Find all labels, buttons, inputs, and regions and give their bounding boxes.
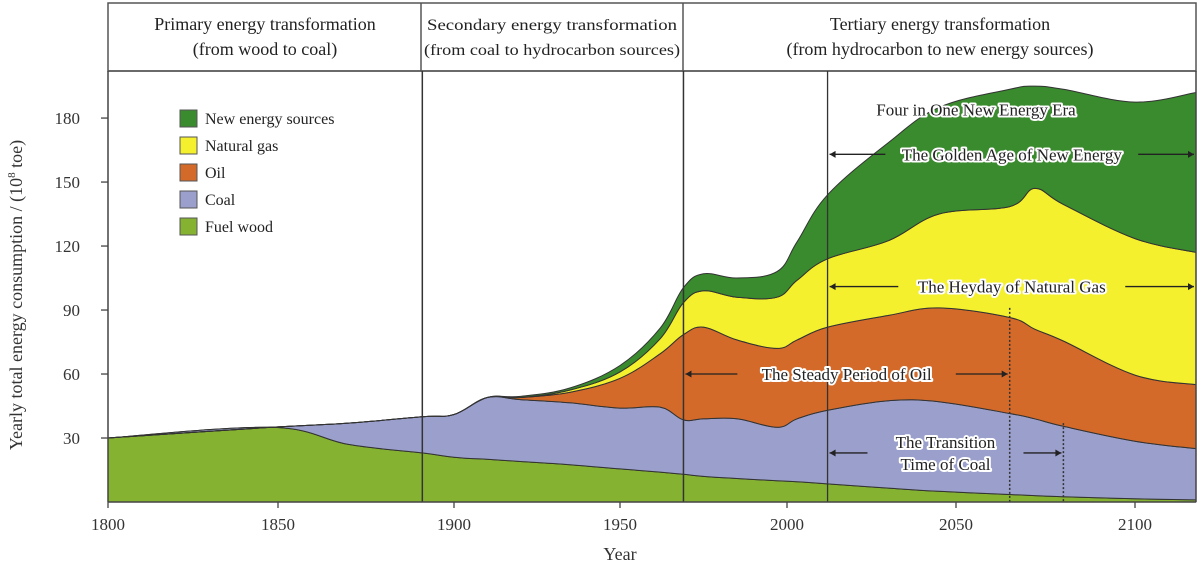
stacked-areas [107, 85, 1197, 503]
y-tick-label: 150 [55, 173, 81, 192]
legend-swatch-new-energy-sources [179, 109, 198, 128]
y-tick-label: 120 [55, 237, 81, 256]
annotations: Four in One New Energy Era The Golden Age… [685, 99, 1194, 476]
annotation-5-arrowhead [829, 449, 836, 457]
annotation-4-arrowhead [1001, 370, 1008, 378]
legend-swatch-fuel-wood [179, 217, 198, 236]
legend-label: Oil [205, 165, 226, 182]
x-tick-label: 2050 [939, 515, 973, 534]
y-tick-label: 180 [55, 109, 81, 128]
y-axis-label: Yearly total energy consumption / (108 t… [6, 140, 27, 450]
legend-swatch-oil [179, 163, 198, 182]
legend: New energy sources Natural gas Oil Coal Fuel… [179, 109, 334, 236]
legend-label: Natural gas [205, 138, 278, 155]
annotation-1: Four in One New Energy Era [876, 101, 1076, 120]
x-ticks: 1800 1850 1900 1950 2000 2050 2100 [91, 502, 1152, 534]
y-tick-label: 60 [63, 365, 80, 384]
era-1-title: Primary energy transformation [154, 14, 376, 34]
era-header: Primary energy transformation (from wood… [107, 2, 1197, 72]
era-2-title: Secondary energy transformation [427, 17, 677, 34]
annotation-2: The Golden Age of New Energy [902, 145, 1123, 164]
legend-swatch-natural-gas [179, 136, 198, 155]
era-2-subtitle: (from coal to hydrocarbon sources) [424, 42, 680, 59]
era-lines [421, 71, 1065, 502]
x-tick-label: 2100 [1118, 515, 1152, 534]
y-tick-label: 30 [63, 429, 80, 448]
annotation-4: The Steady Period of Oil [762, 365, 932, 384]
legend-label: Fuel wood [205, 219, 273, 236]
era-3-title: Tertiary energy transformation [830, 14, 1050, 34]
era-3-subtitle: (from hydrocarbon to new energy sources) [786, 39, 1093, 60]
x-tick-label: 1800 [91, 515, 125, 534]
x-tick-label: 1900 [437, 515, 471, 534]
era-header-frame [107, 2, 1197, 72]
annotation-4-arrowhead [685, 370, 692, 378]
annotation-2-arrowhead [829, 150, 836, 158]
y-tick-label: 90 [63, 301, 80, 320]
x-tick-label: 1950 [603, 515, 637, 534]
x-tick-label: 2000 [770, 515, 804, 534]
annotation-5-line2: Time of Coal [900, 455, 990, 474]
annotation-5: The Transition [896, 433, 996, 452]
legend-swatch-coal [179, 190, 198, 209]
annotation-5-arrowhead [1055, 449, 1062, 457]
legend-label: Coal [205, 192, 236, 209]
annotation-3-arrowhead [1188, 283, 1194, 291]
annotation-3: The Heyday of Natural Gas [918, 278, 1106, 297]
era-1-subtitle: (from wood to coal) [193, 39, 337, 60]
y-ticks: 30 60 90 120 150 180 [55, 109, 108, 448]
x-axis-label: Year [603, 544, 636, 564]
annotation-3-arrowhead [829, 283, 836, 291]
annotation-2-arrowhead [1188, 150, 1194, 158]
legend-label: New energy sources [205, 111, 334, 128]
x-tick-label: 1850 [261, 515, 295, 534]
